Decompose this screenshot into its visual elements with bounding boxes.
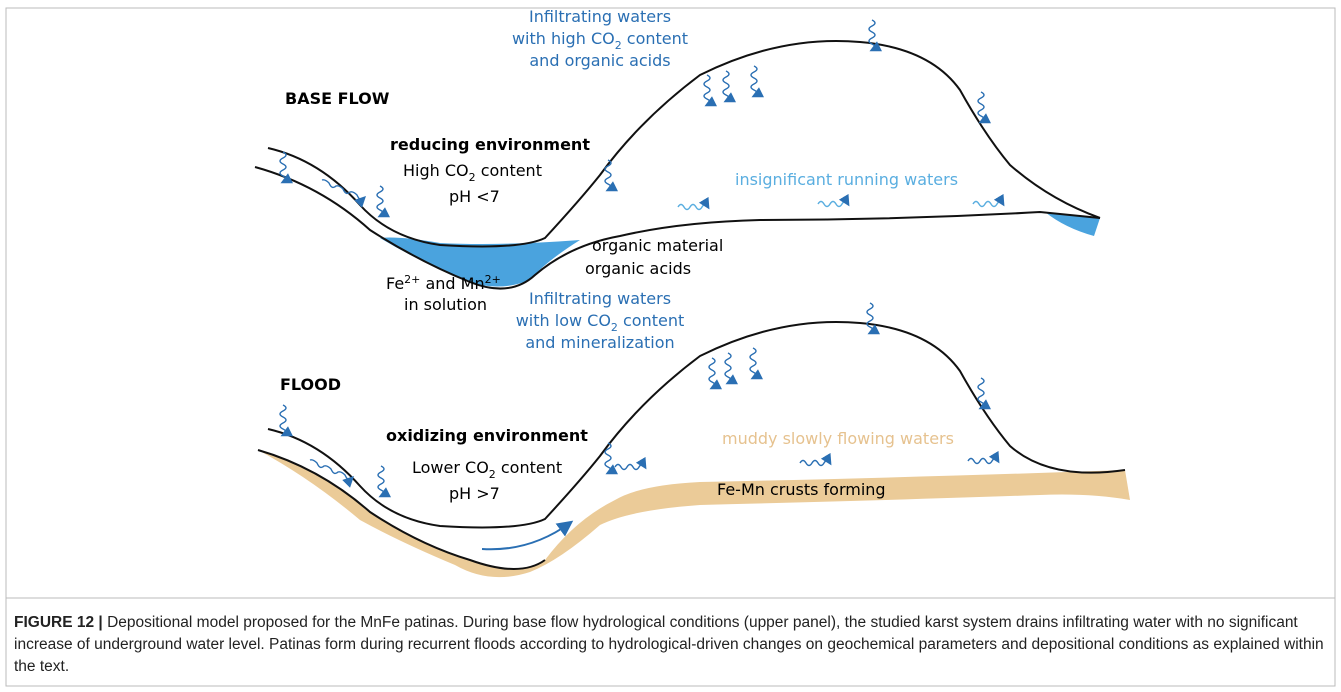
water-pool bbox=[380, 237, 580, 287]
metals-label: Fe2+ and Mn2+ bbox=[386, 273, 501, 293]
ph-label: pH <7 bbox=[449, 187, 500, 206]
water-arrow bbox=[799, 452, 832, 467]
water-arrow bbox=[866, 302, 881, 335]
water-arrow bbox=[604, 159, 619, 192]
cave-ceiling bbox=[267, 320, 1126, 529]
water-arrow bbox=[750, 65, 765, 98]
organics-label: organic acids bbox=[585, 259, 691, 278]
frame bbox=[5, 7, 1336, 687]
caption-label: FIGURE 12 | bbox=[14, 614, 103, 631]
infiltration-line: Infiltrating waters bbox=[529, 7, 671, 26]
crusts-label: Fe-Mn crusts forming bbox=[717, 480, 886, 499]
infiltration-line: and mineralization bbox=[525, 333, 674, 352]
water-arrow bbox=[604, 442, 619, 475]
water-arrow bbox=[703, 74, 718, 107]
infiltration-arrows bbox=[279, 19, 1005, 498]
water-arrow bbox=[977, 377, 992, 410]
water-arrow bbox=[377, 465, 392, 498]
water-arrow bbox=[321, 179, 366, 208]
running-label: muddy slowly flowing waters bbox=[722, 429, 954, 448]
co2-label: High CO2 content bbox=[403, 161, 542, 184]
running-label: insignificant running waters bbox=[735, 170, 958, 189]
cave-ceiling bbox=[267, 39, 1101, 248]
water-arrow bbox=[749, 347, 764, 380]
infiltration-line: with high CO2 content bbox=[512, 29, 688, 52]
water-arrow bbox=[708, 357, 723, 390]
environment: reducing environment bbox=[390, 135, 590, 154]
base-flow-panel bbox=[254, 39, 1101, 290]
infiltration-line: with low CO2 content bbox=[516, 311, 685, 334]
mud-fill bbox=[258, 450, 1130, 578]
metals-label: in solution bbox=[404, 295, 487, 314]
caption: FIGURE 12 | Depositional model proposed … bbox=[14, 612, 1324, 678]
ph-label: pH >7 bbox=[449, 484, 500, 503]
caption-text: Depositional model proposed for the MnFe… bbox=[14, 614, 1324, 675]
water-arrow bbox=[722, 70, 737, 103]
water-arrow bbox=[376, 185, 391, 218]
cave-floor bbox=[254, 166, 1101, 290]
panel-title: FLOOD bbox=[280, 375, 341, 394]
water-arrow bbox=[724, 352, 739, 385]
water-arrow bbox=[614, 456, 647, 471]
water-arrow bbox=[279, 151, 294, 184]
flood-panel bbox=[257, 320, 1130, 578]
water-arrow bbox=[817, 193, 850, 208]
co2-label: Lower CO2 content bbox=[412, 458, 562, 481]
environment: oxidizing environment bbox=[386, 426, 588, 445]
organics-label: organic material bbox=[592, 236, 723, 255]
water-arrow bbox=[677, 196, 710, 211]
water-arrow bbox=[967, 450, 1000, 465]
water-arrow bbox=[977, 91, 992, 124]
water-arrow bbox=[868, 19, 883, 52]
infiltration-line: and organic acids bbox=[529, 51, 670, 70]
water-arrow bbox=[972, 193, 1005, 208]
cave-floor bbox=[257, 449, 546, 570]
water-arrow bbox=[309, 459, 354, 488]
infiltration-line: Infiltrating waters bbox=[529, 289, 671, 308]
panel-title: BASE FLOW bbox=[285, 89, 390, 108]
water-arrow bbox=[279, 404, 294, 437]
water-pool bbox=[1045, 212, 1100, 236]
flow-arrow bbox=[481, 520, 574, 551]
